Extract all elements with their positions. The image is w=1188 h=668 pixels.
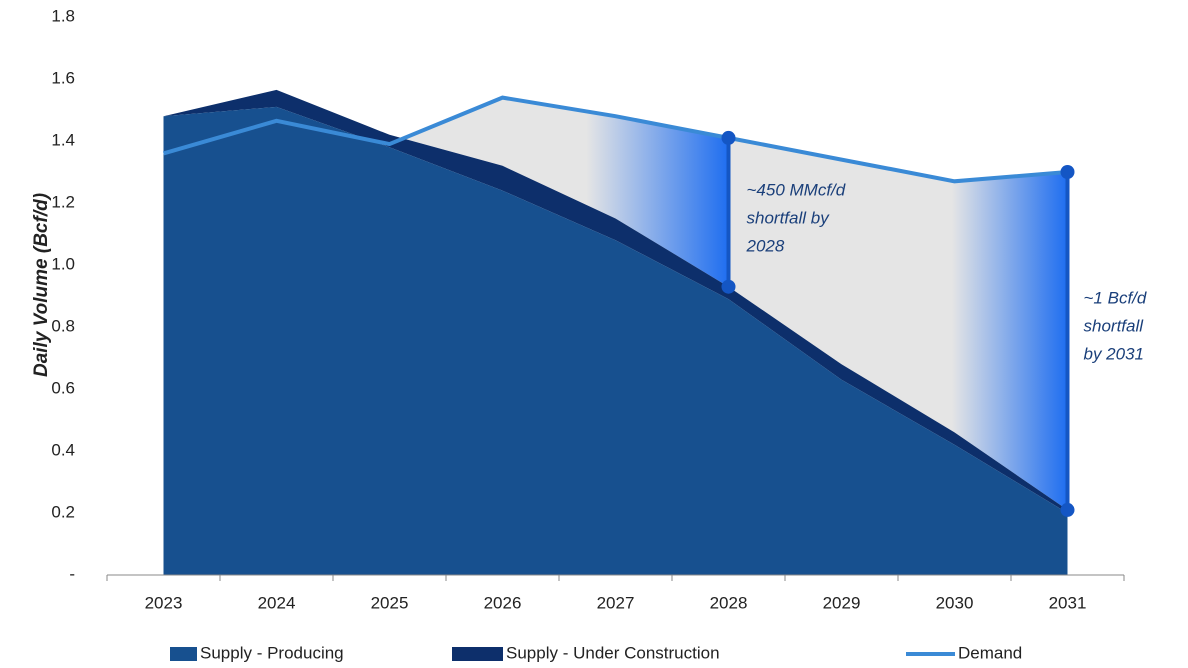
x-tick-label: 2030 [936, 593, 974, 612]
annotation: shortfall [1084, 316, 1145, 335]
y-tick-label: 0.6 [51, 378, 75, 397]
y-tick-label: - [69, 564, 75, 583]
area [163, 106, 1068, 576]
y-tick-label: 0.2 [51, 502, 75, 521]
legend-swatch [170, 647, 197, 661]
shortfall-dot [1060, 165, 1075, 179]
x-tick-label: 2023 [145, 593, 183, 612]
y-tick-label: 0.8 [51, 316, 75, 335]
y-tick-label: 0.4 [51, 440, 75, 459]
annotation: shortfall by [747, 208, 831, 227]
legend-label: Demand [958, 643, 1022, 662]
legend-label: Supply - Producing [200, 643, 344, 662]
annotation: ~1 Bcf/d [1084, 288, 1147, 307]
y-tick-label: 1.8 [51, 6, 75, 25]
x-tick-label: 2026 [484, 593, 522, 612]
y-tick-label: 1.6 [51, 68, 75, 87]
y-axis-title: Daily Volume (Bcf/d) [31, 193, 52, 377]
y-tick-label: 1.2 [51, 192, 75, 211]
legend-swatch [452, 647, 503, 661]
x-tick-label: 2025 [371, 593, 409, 612]
annotation: 2028 [746, 236, 785, 255]
x-tick-label: 2027 [597, 593, 635, 612]
y-tick-label: 1.4 [51, 130, 75, 149]
demand-line [162, 95, 1068, 184]
legend-label: Supply - Under Construction [506, 643, 720, 662]
x-tick-label: 2031 [1049, 593, 1087, 612]
x-tick-label: 2029 [823, 593, 861, 612]
y-tick-label: 1.0 [51, 254, 75, 273]
x-tick-label: 2024 [258, 593, 296, 612]
annotation: ~450 MMcf/d [747, 180, 846, 199]
annotation: by 2031 [1084, 344, 1145, 363]
x-tick-label: 2028 [710, 593, 748, 612]
shortfall-dot [1060, 502, 1075, 517]
shortfall-region [389, 97, 1068, 510]
shortfall-dot [721, 130, 736, 145]
shortfall-dot [721, 279, 736, 294]
